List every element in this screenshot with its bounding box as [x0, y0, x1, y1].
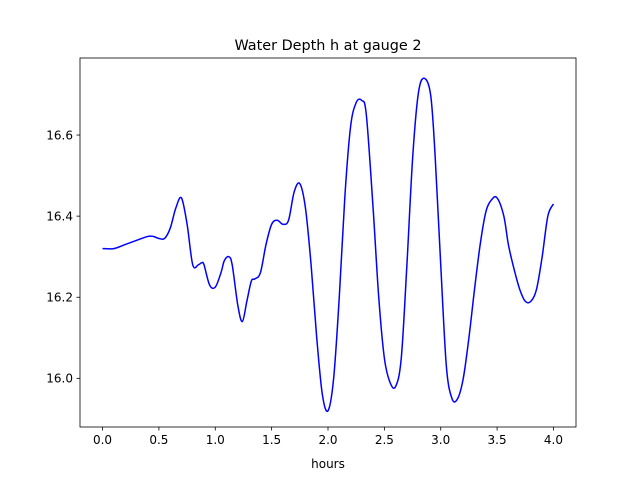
x-tick-label: 4.0 — [544, 433, 563, 447]
x-tick-label: 3.5 — [488, 433, 507, 447]
chart-title: Water Depth h at gauge 2 — [234, 38, 421, 54]
x-tick-label: 2.5 — [375, 433, 394, 447]
plot-area-frame — [79, 57, 577, 428]
x-axis-ticks: 0.0 0.5 1.0 1.5 2.0 2.5 3.0 3.5 4.0 — [93, 427, 563, 447]
x-axis-label: hours — [311, 457, 345, 471]
x-tick-label: 3.0 — [431, 433, 450, 447]
x-tick-label: 0.0 — [93, 433, 112, 447]
y-tick-label: 16.0 — [46, 372, 73, 386]
y-axis-ticks: 16.0 16.2 16.4 16.6 — [46, 128, 80, 386]
series-layer — [102, 77, 555, 413]
x-tick-label: 0.5 — [149, 433, 168, 447]
x-tick-label: 1.0 — [206, 433, 225, 447]
series-line — [102, 77, 555, 413]
y-tick-label: 16.4 — [46, 209, 73, 223]
y-tick-label: 16.2 — [46, 291, 73, 305]
y-tick-label: 16.6 — [46, 128, 73, 142]
x-tick-label: 2.0 — [318, 433, 337, 447]
x-tick-label: 1.5 — [262, 433, 281, 447]
